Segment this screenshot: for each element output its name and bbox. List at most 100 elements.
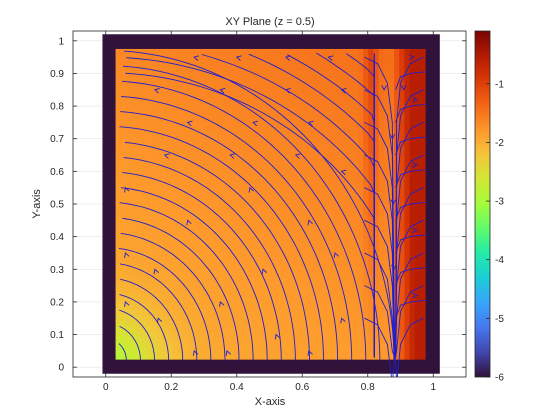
- heatmap-cell: [399, 93, 406, 100]
- heatmap-cell: [306, 98, 313, 105]
- heatmap-cell: [337, 109, 344, 117]
- heatmap-cell: [352, 187, 359, 194]
- heatmap-cell: [404, 170, 411, 177]
- heatmap-cell: [321, 209, 328, 216]
- heatmap-cell: [342, 281, 349, 288]
- heatmap-cell: [409, 198, 416, 205]
- heatmap-cell: [161, 71, 168, 78]
- heatmap-cell: [229, 159, 235, 166]
- heatmap-cell: [213, 220, 220, 227]
- heatmap-cell: [172, 292, 179, 299]
- heatmap-cell: [218, 192, 225, 200]
- heatmap-cell: [332, 342, 338, 349]
- heatmap-cell: [244, 76, 251, 83]
- heatmap-cell: [177, 192, 184, 200]
- heatmap-cell: [388, 187, 395, 194]
- heatmap-cell: [378, 320, 385, 327]
- heatmap-cell: [234, 60, 240, 67]
- heatmap-cell: [327, 126, 333, 133]
- heatmap-cell: [399, 292, 406, 299]
- y-tick-label: 0.3: [50, 265, 64, 276]
- streamline-arrow: [390, 199, 397, 205]
- heatmap-cell: [208, 325, 215, 332]
- heatmap-cell: [136, 298, 142, 305]
- streamlines: [118, 50, 426, 377]
- heatmap-cell: [290, 320, 297, 327]
- heatmap-cell: [280, 336, 287, 344]
- heatmap-cell: [373, 170, 380, 177]
- heatmap-cell: [378, 71, 385, 78]
- heatmap-cell: [337, 298, 344, 305]
- heatmap-cell: [404, 342, 411, 349]
- heatmap-cell: [296, 209, 302, 216]
- heatmap-cell: [373, 104, 380, 111]
- heatmap-cell: [285, 259, 292, 266]
- heatmap-cell: [208, 353, 215, 360]
- heatmap-cell: [260, 192, 266, 200]
- heatmap-cell: [296, 314, 302, 321]
- heatmap-cell: [260, 137, 266, 144]
- heatmap-cell: [290, 115, 297, 122]
- heatmap-cell: [363, 76, 369, 83]
- heatmap-cell: [399, 132, 406, 139]
- heatmap-cell: [368, 325, 375, 332]
- heatmap-cell: [363, 270, 369, 277]
- heatmap-cell: [383, 82, 390, 89]
- heatmap-cell: [254, 237, 261, 244]
- heatmap-cell: [239, 215, 246, 222]
- heatmap-cell: [363, 226, 369, 233]
- heatmap-cell: [203, 248, 210, 255]
- heatmap-cell: [141, 298, 148, 305]
- heatmap-cell: [182, 303, 189, 310]
- heatmap-cell: [399, 54, 406, 61]
- heatmap-cell: [306, 248, 313, 255]
- heatmap-cell: [265, 132, 271, 139]
- heatmap-cell: [383, 237, 390, 244]
- heatmap-cell: [229, 98, 235, 105]
- heatmap-cell: [388, 325, 395, 332]
- heatmap-cell: [131, 60, 137, 67]
- heatmap-cell: [208, 87, 215, 94]
- heatmap-cell: [311, 292, 318, 299]
- heatmap-cell: [115, 60, 122, 67]
- heatmap-cell: [136, 198, 142, 205]
- heatmap-cell: [378, 347, 385, 355]
- heatmap-cell: [311, 76, 318, 83]
- heatmap-cell: [208, 253, 215, 260]
- heatmap-cell: [141, 275, 148, 283]
- heatmap-cell: [249, 259, 256, 266]
- heatmap-cell: [352, 132, 359, 139]
- heatmap-cell: [378, 126, 385, 133]
- heatmap-cell: [327, 71, 333, 78]
- heatmap-cell: [409, 187, 416, 194]
- heatmap-cell: [198, 115, 204, 122]
- heatmap-cell: [316, 159, 323, 166]
- heatmap-cell: [347, 298, 354, 305]
- heatmap-cell: [414, 120, 421, 128]
- heatmap-cell: [285, 347, 292, 355]
- heatmap-cell: [394, 109, 400, 117]
- heatmap-cell: [136, 264, 142, 272]
- heatmap-cell: [203, 347, 210, 355]
- streamline-arrow: [252, 120, 259, 127]
- heatmap-cell: [249, 292, 256, 299]
- heatmap-cell: [192, 76, 199, 83]
- heatmap-cell: [223, 331, 230, 338]
- heatmap-cell: [156, 148, 163, 155]
- heatmap-cell: [218, 176, 225, 183]
- heatmap-cell: [234, 237, 240, 244]
- heatmap-cell: [296, 154, 302, 161]
- heatmap-cell: [120, 281, 127, 288]
- heatmap-cell: [203, 170, 210, 177]
- heatmap-cell: [229, 209, 235, 216]
- heatmap-cell: [187, 242, 194, 249]
- heatmap-cell: [383, 132, 390, 139]
- heatmap-cell: [270, 320, 277, 327]
- heatmap-cell: [301, 93, 308, 100]
- heatmap-cell: [280, 253, 287, 260]
- heatmap-cell: [198, 170, 204, 177]
- streamline-arrow: [156, 317, 163, 324]
- heatmap-cell: [265, 165, 271, 172]
- heatmap-cell: [115, 93, 122, 100]
- heatmap-cell: [182, 353, 189, 360]
